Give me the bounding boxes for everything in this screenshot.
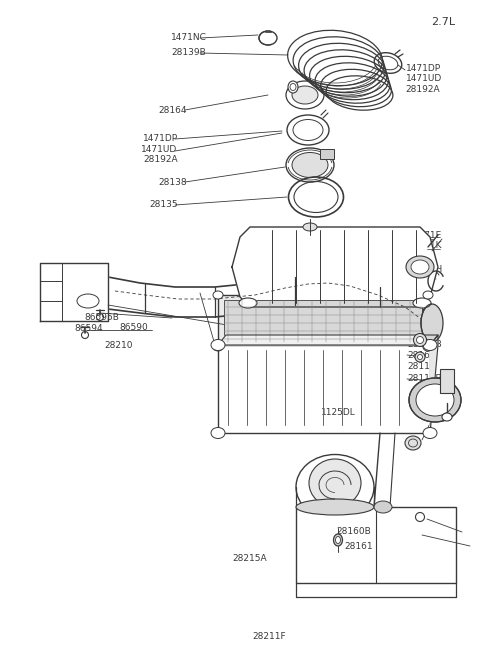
Ellipse shape: [286, 148, 334, 182]
Text: 1471NC: 1471NC: [170, 33, 206, 43]
Ellipse shape: [423, 428, 437, 438]
Text: 28161: 28161: [345, 542, 373, 551]
Bar: [296, 507, 456, 583]
Text: 28111: 28111: [407, 253, 436, 263]
Text: 28139B: 28139B: [172, 48, 206, 57]
Ellipse shape: [418, 354, 422, 360]
Ellipse shape: [334, 534, 343, 546]
Text: 1471DP: 1471DP: [143, 134, 178, 143]
Ellipse shape: [211, 428, 225, 438]
Polygon shape: [40, 263, 108, 321]
Ellipse shape: [421, 304, 443, 342]
Ellipse shape: [413, 333, 427, 346]
Text: 86595B: 86595B: [84, 313, 119, 322]
Bar: [440, 369, 454, 393]
Bar: [218, 295, 428, 347]
Text: 28174H: 28174H: [407, 265, 442, 274]
Text: 28135: 28135: [149, 200, 178, 209]
Text: 1471DP: 1471DP: [406, 64, 441, 73]
Text: 2.7L: 2.7L: [431, 17, 455, 27]
Text: 28171E: 28171E: [407, 231, 441, 240]
Ellipse shape: [409, 378, 461, 422]
Text: 28192A: 28192A: [143, 155, 178, 164]
Text: 1125DL: 1125DL: [321, 408, 355, 417]
Ellipse shape: [213, 343, 223, 351]
Text: 28211F: 28211F: [252, 632, 286, 641]
Text: 28215A: 28215A: [232, 553, 267, 563]
Ellipse shape: [423, 343, 433, 351]
Text: 28160B: 28160B: [336, 527, 371, 536]
Ellipse shape: [211, 339, 225, 350]
Ellipse shape: [405, 436, 421, 450]
Ellipse shape: [374, 501, 392, 513]
Text: 86594: 86594: [74, 324, 103, 333]
Ellipse shape: [413, 298, 431, 308]
Text: 28114B: 28114B: [407, 374, 442, 383]
Text: 28210: 28210: [105, 341, 133, 350]
Ellipse shape: [423, 339, 437, 350]
Text: 1471UD: 1471UD: [406, 74, 442, 83]
Ellipse shape: [286, 81, 324, 109]
Bar: [218, 345, 430, 433]
Ellipse shape: [296, 499, 374, 515]
Text: 28164: 28164: [159, 105, 187, 115]
Ellipse shape: [406, 256, 434, 278]
Text: 28171K: 28171K: [407, 241, 442, 250]
Ellipse shape: [309, 459, 361, 507]
Ellipse shape: [292, 86, 318, 104]
Text: 1471UD: 1471UD: [141, 145, 178, 154]
Text: 28192A: 28192A: [406, 84, 440, 94]
Bar: [224, 300, 422, 342]
Ellipse shape: [416, 384, 454, 416]
Ellipse shape: [411, 260, 429, 274]
Ellipse shape: [417, 337, 423, 343]
Ellipse shape: [423, 291, 433, 299]
Ellipse shape: [303, 223, 317, 231]
Text: 86590: 86590: [119, 323, 148, 332]
Text: 28138: 28138: [158, 178, 187, 187]
Text: 28161: 28161: [407, 350, 436, 360]
Bar: [320, 149, 334, 159]
Ellipse shape: [296, 455, 374, 519]
Text: 28112: 28112: [407, 362, 435, 371]
Ellipse shape: [336, 536, 340, 544]
Ellipse shape: [415, 352, 425, 362]
Ellipse shape: [213, 291, 223, 299]
Polygon shape: [232, 227, 438, 307]
Ellipse shape: [292, 153, 328, 178]
Polygon shape: [218, 335, 438, 345]
Text: 28113: 28113: [407, 311, 436, 320]
Ellipse shape: [239, 298, 257, 308]
Polygon shape: [430, 335, 438, 433]
Ellipse shape: [288, 81, 298, 93]
Text: 28160B: 28160B: [407, 340, 442, 349]
Ellipse shape: [442, 413, 452, 421]
